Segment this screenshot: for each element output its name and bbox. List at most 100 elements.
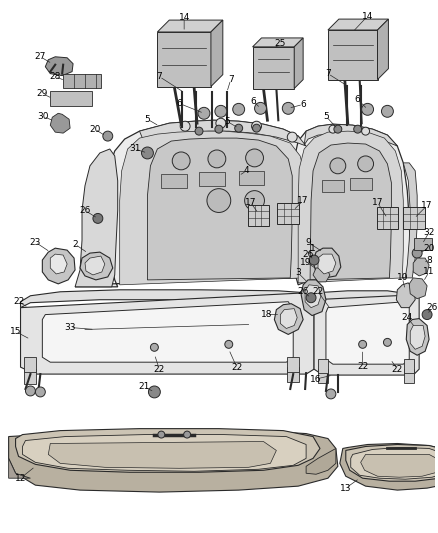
Polygon shape (328, 30, 378, 79)
Text: 6: 6 (251, 97, 256, 106)
Polygon shape (21, 293, 314, 374)
Circle shape (362, 127, 370, 135)
Text: 14: 14 (362, 12, 373, 21)
Text: 8: 8 (426, 255, 432, 264)
Circle shape (195, 127, 203, 135)
Bar (277, 203, 299, 224)
Text: 33: 33 (64, 323, 76, 332)
Text: 17: 17 (245, 198, 256, 207)
Circle shape (150, 343, 159, 351)
Text: 18: 18 (261, 310, 272, 319)
Bar (50, 92, 92, 107)
Circle shape (283, 102, 294, 114)
Text: 15: 15 (10, 327, 21, 336)
Polygon shape (326, 302, 409, 364)
Bar (199, 172, 225, 185)
Circle shape (306, 293, 316, 303)
Text: 23: 23 (30, 238, 41, 247)
Polygon shape (313, 248, 341, 278)
Text: 22: 22 (357, 362, 368, 370)
Text: 7: 7 (228, 75, 233, 84)
Polygon shape (406, 319, 429, 356)
Polygon shape (16, 429, 320, 472)
Polygon shape (9, 458, 31, 478)
Polygon shape (22, 434, 306, 471)
Bar (239, 171, 265, 185)
Text: 7: 7 (325, 69, 331, 78)
Circle shape (354, 125, 362, 133)
Text: 9: 9 (305, 238, 311, 247)
Text: 29: 29 (37, 89, 48, 98)
Polygon shape (157, 32, 211, 86)
Text: 11: 11 (423, 268, 435, 277)
Circle shape (383, 338, 392, 346)
Text: 25: 25 (275, 39, 286, 49)
Bar (63, 74, 101, 87)
Polygon shape (253, 38, 303, 47)
Text: 17: 17 (372, 198, 383, 207)
Circle shape (172, 152, 190, 170)
Polygon shape (378, 19, 389, 79)
Polygon shape (301, 280, 326, 316)
Polygon shape (45, 57, 73, 76)
Polygon shape (360, 455, 438, 477)
Polygon shape (50, 254, 67, 274)
Circle shape (253, 124, 261, 132)
Polygon shape (313, 268, 330, 282)
Circle shape (245, 191, 265, 211)
Polygon shape (280, 309, 297, 328)
Polygon shape (351, 448, 438, 479)
Polygon shape (80, 252, 113, 280)
Circle shape (207, 189, 231, 213)
Text: 24: 24 (402, 313, 413, 322)
Bar (287, 357, 299, 372)
Text: 12: 12 (15, 474, 26, 483)
Bar (25, 357, 36, 372)
Text: 20: 20 (89, 125, 101, 134)
Bar (318, 369, 328, 383)
Text: 17: 17 (421, 201, 433, 210)
Text: 10: 10 (396, 273, 408, 282)
Text: 26: 26 (302, 249, 314, 259)
Text: 13: 13 (340, 483, 352, 492)
Text: 26: 26 (79, 206, 91, 215)
Bar (404, 359, 414, 373)
Bar (322, 180, 344, 192)
Bar (414, 238, 432, 250)
Text: 21: 21 (139, 383, 150, 391)
Text: 22: 22 (392, 365, 403, 374)
Circle shape (198, 107, 210, 119)
Circle shape (309, 255, 319, 265)
Text: 7: 7 (156, 72, 162, 81)
Circle shape (326, 389, 336, 399)
Text: 5: 5 (224, 117, 230, 126)
Circle shape (287, 132, 297, 142)
Polygon shape (157, 20, 223, 32)
Text: 26: 26 (426, 303, 438, 312)
Circle shape (233, 103, 245, 115)
Polygon shape (410, 326, 425, 349)
Polygon shape (304, 124, 397, 146)
Circle shape (359, 341, 367, 348)
Text: 26: 26 (297, 287, 309, 296)
Polygon shape (148, 138, 292, 280)
Polygon shape (340, 443, 438, 490)
Bar (318, 359, 328, 373)
Bar (350, 177, 371, 190)
Text: 5: 5 (323, 112, 329, 121)
Text: 2: 2 (72, 240, 78, 249)
Text: 19: 19 (300, 257, 312, 266)
Bar (404, 369, 414, 383)
Text: 22: 22 (154, 365, 165, 374)
Polygon shape (85, 256, 105, 275)
Text: 22: 22 (312, 287, 324, 296)
Circle shape (141, 147, 153, 159)
Circle shape (215, 125, 223, 133)
Polygon shape (294, 38, 303, 88)
Text: 28: 28 (49, 72, 61, 81)
Circle shape (180, 121, 190, 131)
Circle shape (235, 124, 243, 132)
Circle shape (93, 213, 103, 223)
Circle shape (362, 103, 374, 115)
Circle shape (329, 125, 337, 133)
